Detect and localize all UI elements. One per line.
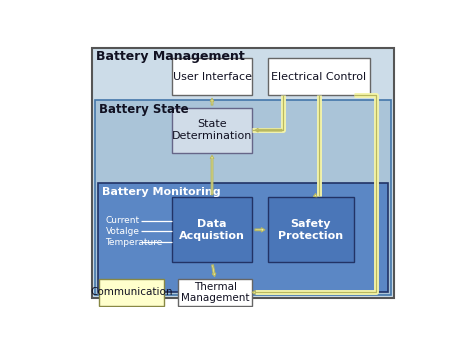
Bar bbox=[172, 197, 252, 262]
Text: Battery State: Battery State bbox=[99, 102, 189, 116]
Text: Electrical Control: Electrical Control bbox=[271, 72, 366, 82]
Text: Safety
Protection: Safety Protection bbox=[278, 219, 344, 240]
Bar bbox=[172, 58, 252, 96]
Bar bbox=[268, 58, 370, 96]
Bar bbox=[95, 100, 391, 295]
Text: Data
Acquistion: Data Acquistion bbox=[179, 219, 245, 240]
Bar bbox=[99, 279, 164, 306]
Text: User Interface: User Interface bbox=[173, 72, 252, 82]
Bar bbox=[178, 279, 252, 306]
Bar bbox=[98, 184, 388, 292]
Text: Current: Current bbox=[106, 216, 139, 225]
Text: Communication: Communication bbox=[91, 287, 173, 297]
Text: Thermal
Management: Thermal Management bbox=[181, 282, 249, 303]
Text: Battery Monitoring: Battery Monitoring bbox=[102, 187, 221, 197]
Text: State
Determination: State Determination bbox=[172, 119, 252, 141]
Text: Temperature: Temperature bbox=[106, 238, 163, 247]
Bar bbox=[172, 108, 252, 152]
Bar bbox=[268, 197, 354, 262]
Text: Votalge: Votalge bbox=[106, 227, 139, 236]
Text: Battery Management: Battery Management bbox=[96, 50, 245, 63]
